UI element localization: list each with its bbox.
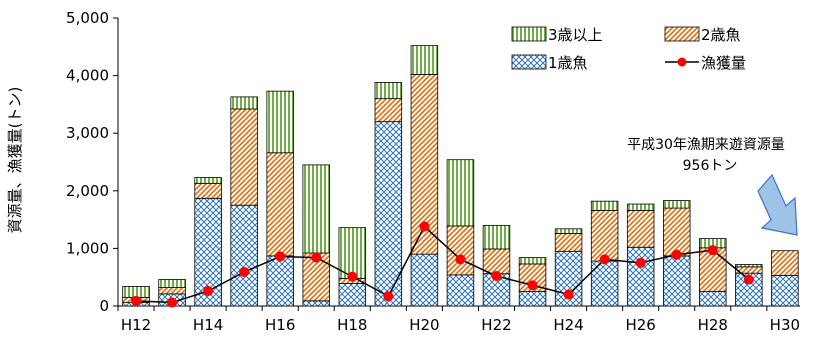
x-tick-label: H18 [337, 316, 367, 334]
legend-swatch-age3 [511, 26, 547, 42]
catch-point [203, 286, 214, 297]
x-tick-label: H30 [770, 316, 800, 334]
bar-age3 [662, 200, 691, 209]
bar-age3 [410, 45, 439, 75]
catch-point [275, 251, 286, 262]
bar-age2 [230, 108, 258, 206]
x-tick-label: H24 [553, 316, 583, 334]
bar-age1 [518, 291, 547, 307]
bar-age1 [626, 246, 655, 307]
bar-age1 [771, 275, 799, 307]
x-tick-label: H16 [265, 316, 295, 334]
bar-age3 [158, 279, 186, 288]
bar-age3 [338, 227, 367, 279]
bar-age2 [158, 287, 186, 295]
catch-point [167, 297, 178, 308]
bar-age2 [554, 233, 583, 252]
annotation-line2: 956トン [683, 158, 738, 174]
bar-age1 [266, 255, 294, 307]
bar-age1 [446, 274, 475, 307]
legend-label-age3: 3歳以上 [548, 26, 603, 44]
bar-age2 [482, 248, 511, 275]
catch-point [347, 271, 358, 282]
catch-point [455, 254, 466, 265]
legend-swatch-age1 [511, 54, 547, 70]
legend: 3歳以上 2歳魚 1歳魚 漁獲量 [511, 26, 746, 72]
annotation-line1: 平成30年漁期来遊資源量 [627, 137, 785, 153]
y-axis-label: 資源量、漁獲量(トン) [6, 87, 24, 234]
bar-age3 [302, 164, 330, 254]
bar-age3 [194, 177, 222, 184]
bar-age3 [590, 200, 619, 211]
catch-series [131, 221, 754, 308]
y-tick-label: 3,000 [66, 124, 109, 142]
bar-age3 [374, 82, 403, 100]
catch-point [743, 274, 754, 285]
catch-line [135, 225, 750, 304]
y-tick-label: 5,000 [66, 9, 109, 27]
bar-age3 [482, 224, 511, 250]
catch-point [311, 252, 322, 263]
catch-point [707, 245, 718, 256]
x-tick-label: H20 [409, 316, 439, 334]
bar-age1 [374, 121, 403, 307]
bar-age2 [194, 182, 222, 199]
bar-age3 [446, 159, 475, 227]
catch-point [131, 295, 142, 306]
catch-point [599, 254, 610, 265]
legend-marker-catch [677, 57, 687, 67]
bar-age3 [230, 96, 258, 110]
bar-age2 [626, 209, 655, 248]
bar-age3 [266, 90, 294, 154]
bar-age2 [590, 209, 619, 262]
x-tick-label: H26 [625, 316, 655, 334]
bar-age1 [338, 283, 367, 307]
catch-point [239, 267, 250, 278]
x-ticks: H12 H14 H16 H18 H20 H22 H24 H26 H28 H30 [117, 306, 800, 334]
x-tick-label: H12 [121, 316, 151, 334]
bar-age3 [735, 264, 763, 268]
bar-age1 [410, 253, 439, 307]
x-tick-label: H22 [481, 316, 511, 334]
catch-point [419, 221, 430, 232]
y-tick-label: 4,000 [66, 67, 109, 85]
legend-label-age2: 2歳魚 [701, 26, 741, 44]
bar-age3 [518, 257, 547, 265]
bar-age2 [662, 207, 691, 257]
bar-age3 [554, 228, 583, 234]
bar-age2 [374, 98, 403, 123]
catch-point [563, 289, 574, 300]
annotation-arrow [757, 173, 798, 236]
y-tick-label: 2,000 [66, 182, 109, 200]
bar-age1 [699, 291, 727, 307]
catch-point [671, 249, 682, 260]
bar-age1 [662, 255, 691, 307]
bar-age1 [302, 300, 330, 307]
legend-label-age1: 1歳魚 [548, 54, 588, 72]
catch-point [635, 257, 646, 268]
x-tick-label: H14 [193, 316, 223, 334]
catch-point [383, 291, 394, 302]
bar-age2 [771, 250, 799, 276]
bar-age2 [266, 152, 294, 257]
bar-age3 [122, 286, 150, 298]
bars [122, 45, 799, 307]
bar-age1 [230, 204, 258, 307]
catch-point [527, 280, 538, 291]
y-ticks: 0 1,000 2,000 3,000 4,000 5,000 [66, 9, 118, 315]
x-tick-label: H28 [698, 316, 728, 334]
y-tick-label: 0 [99, 297, 109, 315]
catch-point [491, 271, 502, 282]
legend-label-catch: 漁獲量 [701, 54, 746, 72]
legend-swatch-age2 [664, 26, 700, 42]
y-tick-label: 1,000 [66, 239, 109, 257]
bar-age3 [626, 203, 655, 211]
bar-age1 [482, 273, 511, 307]
